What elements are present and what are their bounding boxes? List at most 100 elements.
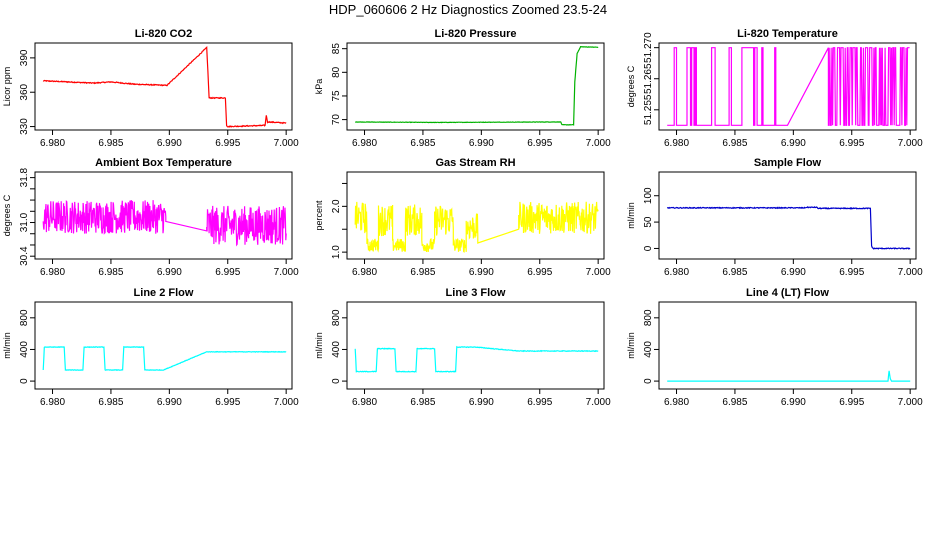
x-tick-label: 6.995 xyxy=(839,267,864,278)
panel-9: Line 4 (LT) Flow 6.980 6.985 6.990 6.995 7.00… xyxy=(626,287,923,408)
x-tick-label: 6.980 xyxy=(40,267,65,278)
y-tick-label: 400 xyxy=(643,341,654,358)
series-line xyxy=(42,345,287,371)
x-tick-label: 6.980 xyxy=(40,397,65,408)
y-tick-label: 0 xyxy=(331,378,342,384)
y-axis-label: Licor ppm xyxy=(2,67,12,107)
y-tick-label: 0 xyxy=(643,378,654,384)
y-tick-label: 75 xyxy=(331,90,342,102)
x-tick-label: 6.995 xyxy=(839,397,864,408)
plot-frame xyxy=(658,301,917,390)
series-line xyxy=(667,47,910,126)
panel-title: Sample Flow xyxy=(754,157,822,169)
y-tick-label: 70 xyxy=(331,114,342,126)
x-tick-label: 6.990 xyxy=(469,397,494,408)
plot-frame xyxy=(346,171,605,260)
panel-5: Gas Stream RH 6.980 6.985 6.990 6.995 7.000 1.… xyxy=(314,157,611,278)
y-tick-label: 2.0 xyxy=(331,199,342,213)
panel-8: Line 3 Flow 6.980 6.985 6.990 6.995 7.000 0 400… xyxy=(314,287,611,408)
y-axis-label: ml/min xyxy=(2,332,12,359)
series-line xyxy=(354,345,599,373)
panel-title: Li-820 Pressure xyxy=(435,28,517,40)
panel-title: Line 4 (LT) Flow xyxy=(746,287,829,299)
x-tick-label: 6.995 xyxy=(215,397,240,408)
plot-frame xyxy=(658,171,917,260)
x-tick-label: 7.000 xyxy=(586,397,611,408)
x-tick-label: 6.985 xyxy=(98,138,123,149)
panel-title: Gas Stream RH xyxy=(435,157,515,169)
plot-frame xyxy=(346,301,605,390)
series-line xyxy=(42,199,287,247)
panel-1: Li-820 CO2 6.980 6.985 6.990 6.995 7.000 330 36… xyxy=(2,28,299,149)
x-tick-label: 6.985 xyxy=(410,397,435,408)
plot-frame xyxy=(34,42,293,131)
y-tick-label: 800 xyxy=(19,309,30,326)
x-tick-label: 6.985 xyxy=(410,267,435,278)
x-tick-label: 7.000 xyxy=(898,397,923,408)
y-tick-label: 31.8 xyxy=(19,167,30,187)
y-tick-label: 330 xyxy=(19,118,30,135)
x-tick-label: 7.000 xyxy=(586,138,611,149)
y-axis-label: ml/min xyxy=(314,332,324,359)
x-tick-label: 6.980 xyxy=(352,267,377,278)
plot-frame xyxy=(658,42,917,131)
x-tick-label: 7.000 xyxy=(274,267,299,278)
y-axis-label: percent xyxy=(314,200,324,231)
x-tick-label: 6.990 xyxy=(781,138,806,149)
panel-title: Li-820 Temperature xyxy=(737,28,838,40)
x-tick-label: 6.990 xyxy=(157,267,182,278)
x-tick-label: 7.000 xyxy=(898,267,923,278)
y-tick-label: 50 xyxy=(643,216,654,228)
x-tick-label: 7.000 xyxy=(274,397,299,408)
x-tick-label: 6.980 xyxy=(664,138,689,149)
x-tick-label: 6.980 xyxy=(40,138,65,149)
y-tick-label: 800 xyxy=(643,309,654,326)
x-tick-label: 6.990 xyxy=(157,138,182,149)
x-tick-label: 6.995 xyxy=(215,267,240,278)
y-tick-label: 0 xyxy=(643,245,654,251)
plot-frame xyxy=(34,301,293,390)
x-tick-label: 6.985 xyxy=(722,397,747,408)
x-tick-label: 6.995 xyxy=(527,397,552,408)
x-tick-label: 6.995 xyxy=(839,138,864,149)
x-tick-label: 7.000 xyxy=(586,267,611,278)
x-tick-label: 6.980 xyxy=(664,267,689,278)
panel-6: Sample Flow 6.980 6.985 6.990 6.995 7.000 0 50 1… xyxy=(626,157,923,278)
y-tick-label: 51.270 xyxy=(643,32,654,63)
y-tick-label: 30.4 xyxy=(19,246,30,266)
y-tick-label: 390 xyxy=(19,49,30,66)
x-tick-label: 6.990 xyxy=(157,397,182,408)
panel-3: Li-820 Temperature 6.980 6.985 6.990 6.995 7.… xyxy=(626,28,923,149)
x-tick-label: 6.985 xyxy=(722,267,747,278)
panel-7: Line 2 Flow 6.980 6.985 6.990 6.995 7.000 0 400… xyxy=(2,287,299,408)
y-tick-label: 85 xyxy=(331,43,342,55)
x-tick-label: 6.990 xyxy=(781,397,806,408)
series-line xyxy=(42,46,287,128)
series-line xyxy=(354,201,599,253)
panel-2: Li-820 Pressure 6.980 6.985 6.990 6.995 7.000… xyxy=(314,28,611,149)
y-tick-label: 0 xyxy=(19,378,30,384)
y-tick-label: 400 xyxy=(331,341,342,358)
x-tick-label: 6.985 xyxy=(98,397,123,408)
y-axis-label: degrees C xyxy=(626,65,636,107)
x-tick-label: 6.995 xyxy=(527,138,552,149)
panel-4: Ambient Box Temperature 6.980 6.985 6.990 6.… xyxy=(2,157,299,278)
x-tick-label: 7.000 xyxy=(898,138,923,149)
panel-title: Line 2 Flow xyxy=(134,287,194,299)
y-tick-label: 100 xyxy=(643,187,654,204)
y-tick-label: 51.255 xyxy=(643,94,654,125)
x-tick-label: 6.995 xyxy=(527,267,552,278)
y-axis-label: degrees C xyxy=(2,194,12,236)
y-tick-label: 80 xyxy=(331,66,342,78)
y-tick-label: 31.0 xyxy=(19,212,30,232)
figure-title: HDP_060606 2 Hz Diagnostics Zoomed 23.5-… xyxy=(328,2,608,17)
panel-title: Li-820 CO2 xyxy=(135,28,192,40)
plot-frame xyxy=(346,42,605,131)
y-tick-label: 1.0 xyxy=(331,245,342,259)
x-tick-label: 6.990 xyxy=(469,138,494,149)
x-tick-label: 6.985 xyxy=(410,138,435,149)
y-tick-label: 800 xyxy=(331,309,342,326)
x-tick-label: 6.980 xyxy=(664,397,689,408)
x-tick-label: 6.990 xyxy=(469,267,494,278)
series-line xyxy=(666,206,911,250)
